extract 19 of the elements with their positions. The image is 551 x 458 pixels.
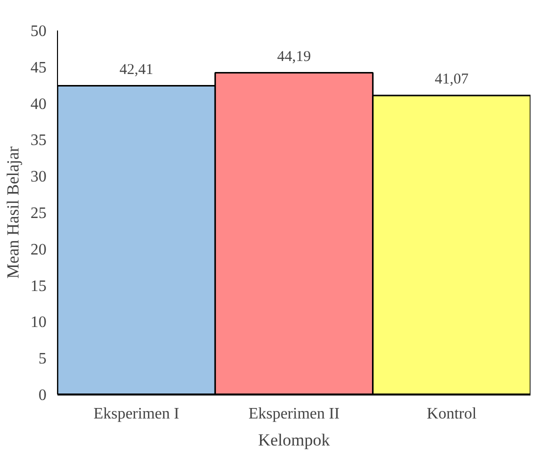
y-tick-label: 50 [30,23,46,40]
data-label: 41,07 [434,72,470,88]
x-tick-label: Kontrol [426,406,478,422]
y-tick-label: 5 [38,350,46,368]
y-tick-label: 35 [30,132,46,150]
x-axis-title: Kelompok [258,430,330,450]
y-tick-label: 0 [38,387,46,404]
y-axis-title: Mean Hasil Belajar [4,146,22,279]
y-tick-label: 20 [30,241,46,258]
data-label: 44,19 [277,48,311,65]
x-tick-label: Eksperimen II [248,406,340,422]
y-tick-label: 15 [30,278,46,295]
y-tick-label: 25 [30,205,46,222]
data-label: 42,41 [119,62,154,78]
y-tick-label: 40 [30,96,46,113]
y-tick-label: 10 [30,314,46,332]
y-tick-label: 45 [30,59,46,76]
x-tick-label: Eksperimen I [93,406,180,422]
y-tick-label: 30 [30,168,46,186]
